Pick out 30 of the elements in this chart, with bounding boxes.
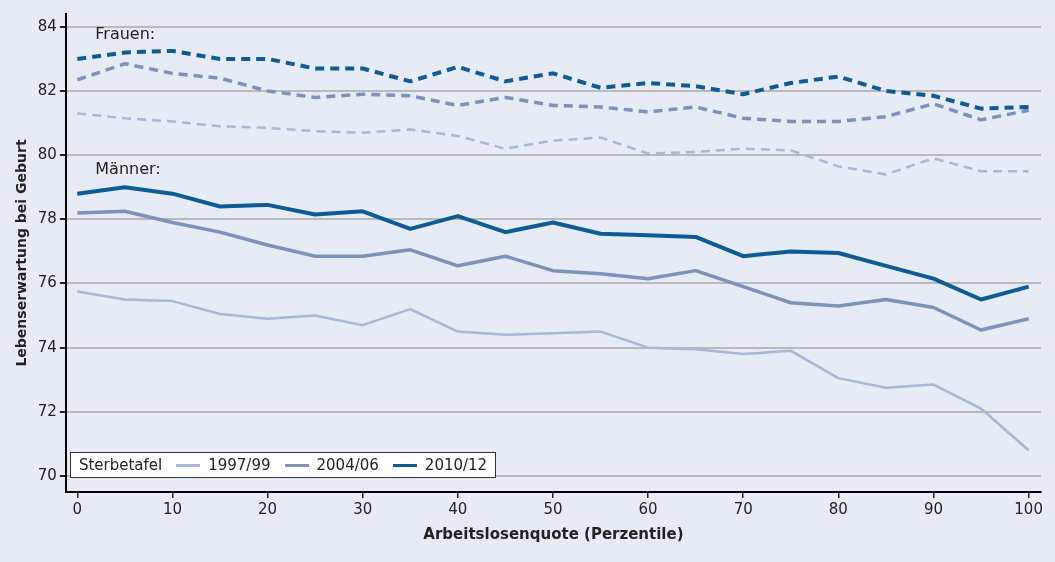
x-tick-label: 90 [923, 499, 944, 518]
y-tick-label: 72 [37, 401, 57, 420]
x-tick-label: 30 [353, 499, 373, 518]
x-tick-label: 80 [828, 499, 848, 518]
x-tick-label: 100 [1014, 499, 1043, 518]
annotation: Frauen: [95, 24, 156, 44]
legend-label: 2004/06 [316, 456, 379, 474]
y-tick-label: 74 [37, 337, 57, 356]
legend-label: 1997/99 [208, 456, 271, 474]
y-tick-label: 76 [37, 273, 57, 292]
y-tick-label: 84 [37, 16, 57, 35]
x-tick-label: 50 [543, 499, 563, 518]
y-tick-label: 70 [37, 465, 57, 484]
x-tick-label: 10 [162, 499, 182, 518]
x-tick-label: 20 [258, 499, 278, 518]
x-tick-label: 60 [638, 499, 658, 518]
y-tick-label: 82 [37, 80, 57, 99]
annotation: Männer: [95, 158, 161, 178]
x-tick-label: 70 [733, 499, 753, 518]
y-tick-label: 80 [37, 145, 57, 164]
line-series [75, 48, 1031, 111]
x-tick-label: 40 [448, 499, 468, 518]
legend-label: 2010/12 [424, 456, 488, 474]
legend-title: Sterbetafel [78, 456, 163, 474]
x-tick-label: 0 [72, 499, 83, 518]
x-axis-title: Arbeitslosenquote (Perzentile) [423, 524, 684, 543]
y-tick-label: 78 [37, 209, 57, 228]
line-series [75, 61, 1031, 124]
y-axis-title: Lebenserwartung bei Geburt [13, 139, 30, 367]
line-series [76, 112, 1030, 176]
